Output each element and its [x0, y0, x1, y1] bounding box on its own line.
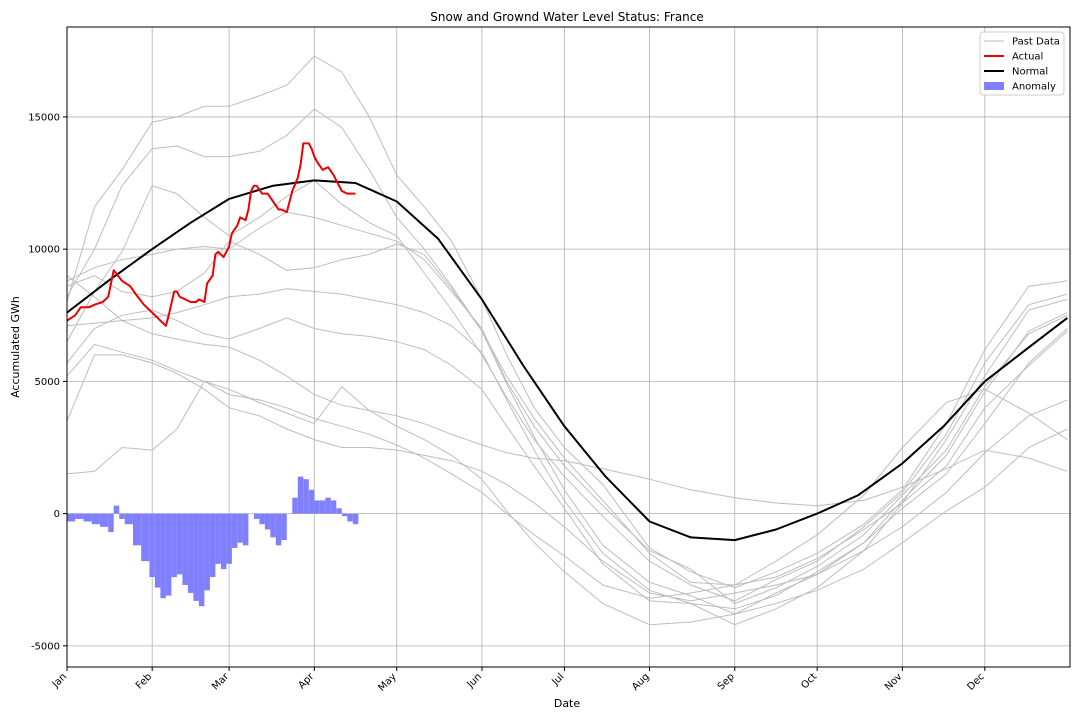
anomaly-bar: [75, 513, 84, 519]
y-axis-ticks: -5000 0 5000 10000 15000: [28, 112, 67, 652]
anomaly-bar: [292, 497, 298, 514]
legend-swatch: [984, 82, 1004, 90]
past-data-line: [67, 275, 1068, 507]
anomaly-bar: [275, 513, 282, 546]
anomaly-bar: [352, 513, 359, 525]
anomaly-bar: [341, 513, 348, 517]
anomaly-bar: [325, 497, 331, 514]
anomaly-bar: [113, 505, 120, 514]
past-data-line: [67, 55, 1068, 589]
x-tick-label: Feb: [134, 671, 154, 691]
anomaly-bar: [253, 513, 260, 519]
legend-box: [979, 31, 1065, 96]
past-data-line: [67, 211, 1068, 605]
anomaly-bar: [308, 489, 315, 514]
anomaly-bar: [165, 513, 172, 596]
past-data-line: [67, 309, 1068, 610]
anomaly-bar: [281, 513, 287, 540]
chart-title: Snow and Grownd Water Level Status: Fran…: [430, 10, 704, 24]
anomaly-bar: [336, 508, 342, 514]
x-tick-label: Jun: [465, 671, 485, 691]
anomaly-bar: [100, 513, 109, 527]
anomaly-bar: [187, 513, 194, 593]
anomaly-bar: [141, 513, 150, 562]
anomaly-bar: [176, 513, 183, 575]
plot-frame: [66, 26, 1071, 668]
anomaly-bar: [133, 513, 142, 546]
x-tick-label: Aug: [630, 671, 652, 693]
anomaly-bar: [108, 513, 114, 533]
anomaly-bar: [124, 513, 133, 525]
x-tick-label: Mar: [210, 671, 232, 693]
anomaly-bar: [297, 476, 304, 514]
anomaly-bar: [83, 513, 92, 522]
anomaly-bar: [91, 513, 100, 525]
y-axis-label: Accumulated GWh: [9, 296, 22, 398]
anomaly-bar: [242, 513, 249, 546]
y-tick-label: 5000: [35, 377, 60, 388]
anomaly-bar: [149, 513, 155, 578]
anomaly-bar: [347, 513, 353, 522]
normal-line: [67, 179, 1068, 542]
x-tick-label: May: [376, 671, 398, 693]
anomaly-bar: [198, 513, 205, 607]
past-data-line: [67, 179, 1068, 602]
anomaly-bar: [330, 500, 337, 514]
anomaly-bar: [160, 513, 166, 599]
anomaly-bar: [264, 513, 271, 530]
actual-line: [67, 142, 356, 327]
y-tick-label: 0: [54, 509, 60, 520]
past-data-line: [67, 354, 1068, 602]
y-tick-label: 15000: [28, 112, 60, 123]
past-data-line: [67, 380, 1068, 599]
legend: Past Data Actual Normal Anomaly: [979, 31, 1065, 96]
anomaly-bar: [270, 513, 276, 538]
legend-label: Actual: [1012, 52, 1043, 63]
anomaly-bar: [259, 513, 265, 525]
normal-line-group: [67, 179, 1068, 542]
anomaly-bar: [67, 513, 76, 522]
anomaly-bar: [226, 513, 232, 564]
anomaly-bar: [154, 513, 161, 588]
anomaly-bar: [319, 500, 326, 514]
anomaly-bar: [220, 513, 227, 570]
anomaly-bar: [237, 513, 243, 543]
anomaly-bar: [204, 513, 210, 591]
anomaly-bar: [314, 500, 320, 514]
x-tick-label: Oct: [799, 671, 819, 691]
anomaly-bar: [231, 513, 238, 548]
legend-label: Normal: [1012, 67, 1048, 78]
anomaly-bar: [303, 479, 309, 514]
anomaly-bar: [215, 513, 221, 564]
anomaly-bar: [182, 513, 188, 585]
x-axis-ticks: Jan Feb Mar Apr May Jun Jul Aug Sep Oct Nov Dec: [50, 667, 987, 694]
x-axis-label: Date: [554, 697, 581, 710]
x-tick-label: Nov: [883, 671, 905, 693]
x-tick-label: Jul: [549, 671, 566, 688]
anomaly-bar: [209, 513, 216, 578]
y-tick-label: -5000: [31, 641, 60, 652]
anomaly-bars: [67, 476, 359, 607]
x-tick-label: Apr: [296, 671, 317, 692]
grid: [66, 27, 1070, 667]
legend-label: Anomaly: [1012, 82, 1056, 93]
anomaly-bar: [193, 513, 199, 601]
y-tick-label: 10000: [28, 245, 60, 256]
x-tick-label: Jan: [50, 671, 69, 690]
anomaly-bar: [171, 513, 177, 578]
legend-label: Past Data: [1012, 37, 1060, 48]
x-tick-label: Dec: [965, 671, 986, 692]
actual-line-group: [67, 142, 356, 327]
anomaly-bar: [119, 513, 125, 519]
x-tick-label: Sep: [716, 671, 737, 692]
